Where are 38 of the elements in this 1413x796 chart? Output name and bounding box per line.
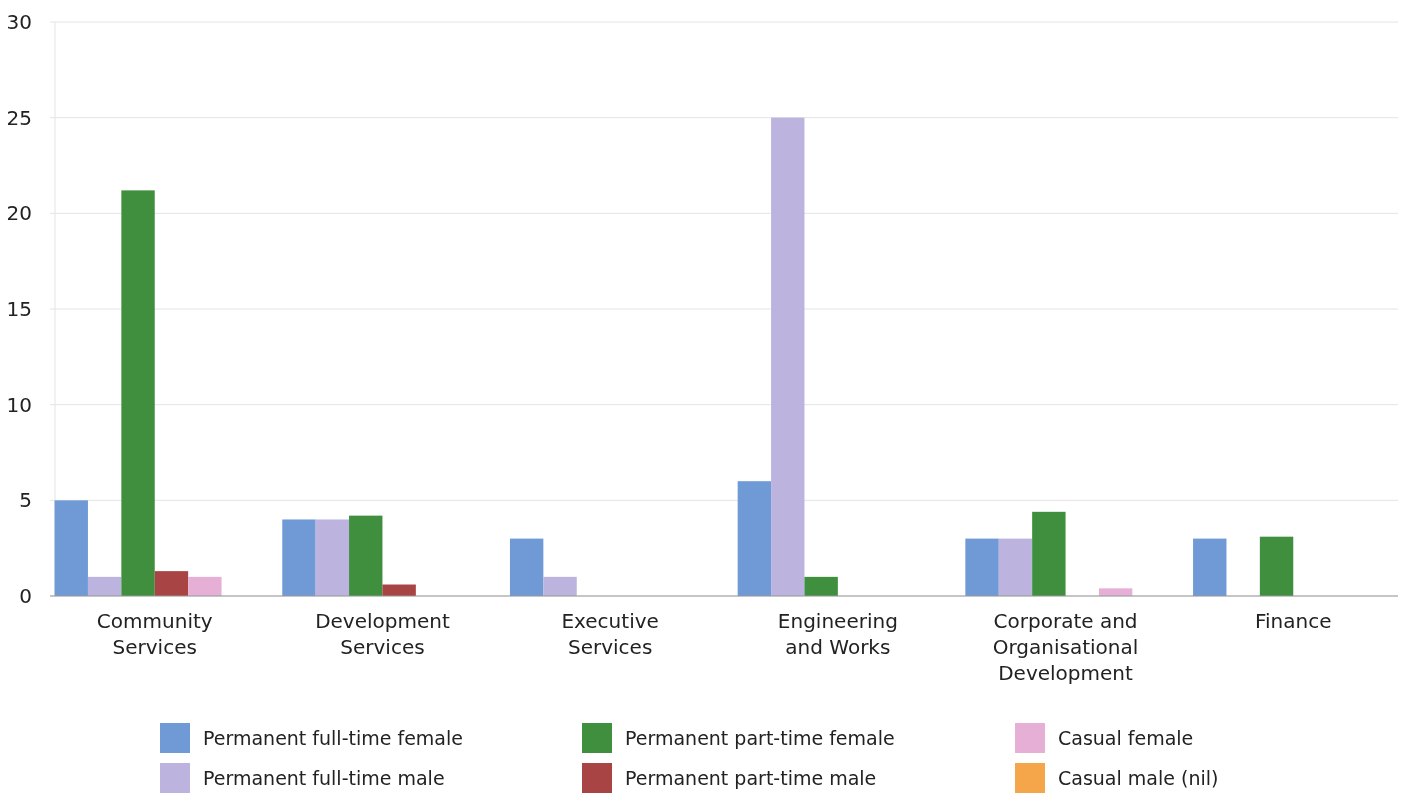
bar bbox=[1193, 538, 1227, 596]
x-tick-label: Engineering and Works bbox=[777, 609, 898, 659]
bar bbox=[509, 538, 544, 596]
y-tick-label: 15 bbox=[6, 297, 32, 321]
bar bbox=[771, 117, 805, 596]
y-tick-label: 30 bbox=[6, 10, 32, 34]
x-tick-label: Corporate and Organisational Development bbox=[992, 609, 1139, 685]
bar bbox=[121, 190, 155, 596]
bar bbox=[737, 481, 772, 596]
bar bbox=[543, 576, 577, 596]
y-tick-label: 20 bbox=[6, 201, 32, 226]
bar bbox=[965, 538, 999, 596]
y-tick-label: 10 bbox=[6, 392, 32, 417]
legend-label: Permanent part-time male bbox=[625, 766, 877, 789]
legend-label: Casual male (nil) bbox=[1058, 766, 1219, 789]
bar bbox=[998, 538, 1033, 596]
y-tick-label: 0 bbox=[19, 584, 32, 608]
legend-label: Casual female bbox=[1058, 726, 1194, 749]
x-tick-label: Executive Services bbox=[561, 609, 659, 659]
bar bbox=[282, 519, 316, 596]
legend-label: Permanent full-time male bbox=[203, 766, 445, 789]
bar bbox=[87, 576, 122, 596]
bar bbox=[1098, 588, 1133, 596]
bar bbox=[1259, 536, 1294, 596]
bar bbox=[154, 571, 189, 596]
y-tick-label: 25 bbox=[6, 105, 32, 130]
bar bbox=[349, 515, 383, 596]
bar bbox=[54, 500, 88, 596]
x-tick-label: Community Services bbox=[96, 609, 213, 659]
legend-label: Permanent full-time female bbox=[203, 726, 463, 749]
bar bbox=[1032, 511, 1066, 596]
y-tick-label: 5 bbox=[19, 488, 32, 513]
x-tick-label: Development Services bbox=[315, 609, 450, 659]
bar bbox=[315, 519, 350, 596]
legend-label: Permanent part-time female bbox=[625, 726, 895, 749]
bar bbox=[188, 576, 222, 596]
bar bbox=[804, 576, 838, 596]
x-tick-label: Finance bbox=[1255, 609, 1332, 633]
